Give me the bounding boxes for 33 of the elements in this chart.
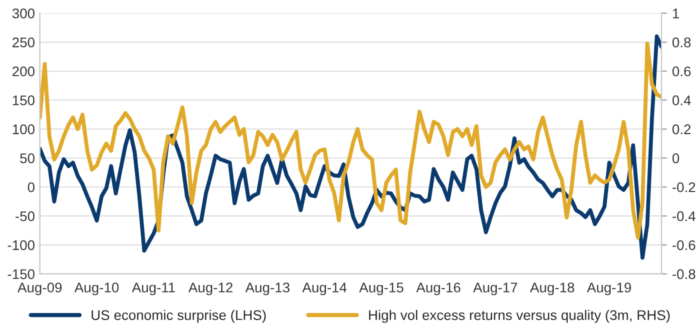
y2-tick-label: 1 bbox=[672, 8, 679, 18]
y2-tick-label: -0.6 bbox=[672, 240, 696, 250]
x-tick-label: Aug-10 bbox=[74, 282, 119, 296]
y-tick-label: -50 bbox=[16, 211, 34, 222]
y2-tick-label: 0.6 bbox=[672, 66, 691, 76]
y-tick-label: 100 bbox=[12, 124, 34, 134]
y-tick-label: 250 bbox=[12, 38, 34, 48]
x-tick-label: Aug-15 bbox=[359, 282, 404, 296]
y2-tick-label: 0.8 bbox=[672, 38, 691, 48]
x-tick-label: Aug-18 bbox=[530, 282, 574, 296]
y2-tick-label: 0 bbox=[672, 153, 680, 164]
y-tick-label: 300 bbox=[12, 8, 34, 18]
x-tick-label: Aug-16 bbox=[416, 282, 460, 296]
x-tick-label: Aug-11 bbox=[132, 282, 175, 296]
x-tick-label: Aug-19 bbox=[586, 282, 632, 296]
legend-label: High vol excess returns versus quality (3m, RHS) bbox=[369, 310, 670, 323]
y-tick-label: 200 bbox=[12, 66, 34, 76]
x-tick-label: Aug-14 bbox=[302, 282, 347, 296]
y2-tick-label: -0.8 bbox=[672, 269, 696, 280]
x-tick-label: Aug-13 bbox=[245, 282, 290, 296]
y-tick-label: 150 bbox=[12, 95, 34, 106]
y2-tick-label: -0.2 bbox=[672, 182, 696, 192]
y-tick-label: 0 bbox=[28, 182, 34, 192]
y-tick-label: 50 bbox=[20, 153, 34, 164]
y-tick-label: -150 bbox=[8, 269, 34, 280]
x-tick-label: Aug-12 bbox=[188, 282, 232, 296]
legend-label: US economic surprise (LHS) bbox=[92, 310, 266, 323]
y2-tick-label: 0.4 bbox=[672, 95, 691, 106]
x-tick-label: Aug-09 bbox=[18, 282, 62, 296]
y2-tick-label: 0.2 bbox=[672, 124, 691, 134]
y-tick-label: -100 bbox=[8, 240, 34, 250]
y2-tick-label: -0.4 bbox=[672, 211, 696, 222]
x-tick-label: Aug-17 bbox=[473, 282, 518, 296]
